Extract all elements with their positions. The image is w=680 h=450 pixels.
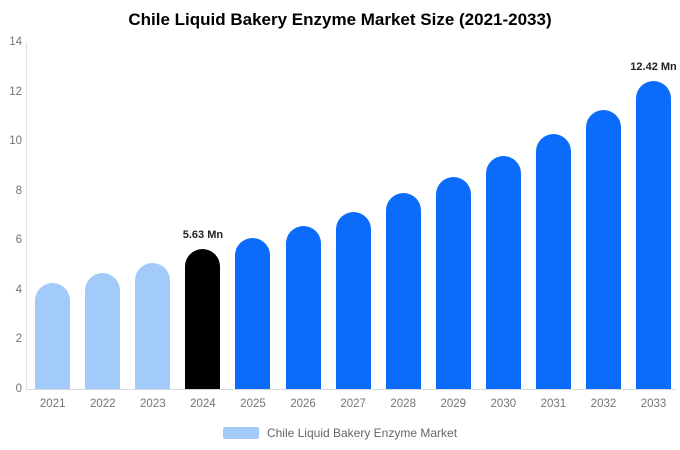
y-tick-6: 6: [15, 234, 22, 247]
x-tick-2032: 2032: [590, 398, 617, 410]
bar-2022[interactable]: [85, 273, 121, 389]
y-tick-10: 10: [9, 135, 22, 148]
bar-2028[interactable]: [385, 193, 421, 389]
bar-2031[interactable]: [535, 134, 571, 389]
x-tick-2030: 2030: [490, 398, 517, 410]
x-tick-2031: 2031: [540, 398, 567, 410]
x-tick-2021: 2021: [39, 398, 66, 410]
x-tick-2024: 2024: [190, 398, 216, 410]
y-axis-line: [26, 42, 27, 389]
y-tick-0: 0: [15, 383, 22, 395]
bar-2032[interactable]: [585, 110, 621, 389]
x-tick-2027: 2027: [340, 398, 366, 410]
y-tick-8: 8: [15, 184, 22, 197]
x-tick-2033: 2033: [640, 398, 667, 410]
x-tick-2022: 2022: [89, 398, 116, 410]
bar-2024[interactable]: [185, 249, 221, 389]
legend-swatch: [222, 427, 259, 439]
bar-2023[interactable]: [135, 263, 171, 389]
chart-title: Chile Liquid Bakery Enzyme Market Size (…: [128, 10, 552, 29]
x-tick-2028: 2028: [390, 398, 416, 410]
legend-label: Chile Liquid Bakery Enzyme Market: [266, 426, 458, 440]
y-tick-4: 4: [15, 283, 22, 296]
x-axis-baseline: [26, 389, 676, 390]
data-label-2033: 12.42 Mn: [630, 61, 677, 74]
legend[interactable]: Chile Liquid Bakery Enzyme Market: [0, 426, 680, 440]
bar-2027[interactable]: [335, 211, 371, 389]
x-tick-2026: 2026: [290, 398, 316, 410]
data-label-2024: 5.63 Mn: [182, 229, 224, 242]
x-tick-2023: 2023: [140, 398, 166, 410]
bar-2033[interactable]: [636, 81, 672, 389]
y-tick-2: 2: [15, 333, 22, 346]
bar-2025[interactable]: [235, 238, 271, 389]
x-tick-2029: 2029: [440, 398, 467, 410]
y-tick-14: 14: [9, 36, 22, 48]
y-tick-12: 12: [9, 85, 22, 98]
bar-2030[interactable]: [485, 156, 521, 389]
bar-2026[interactable]: [285, 226, 321, 389]
bar-2029[interactable]: [435, 177, 471, 389]
bar-2021[interactable]: [35, 282, 71, 389]
x-tick-2025: 2025: [240, 398, 266, 410]
